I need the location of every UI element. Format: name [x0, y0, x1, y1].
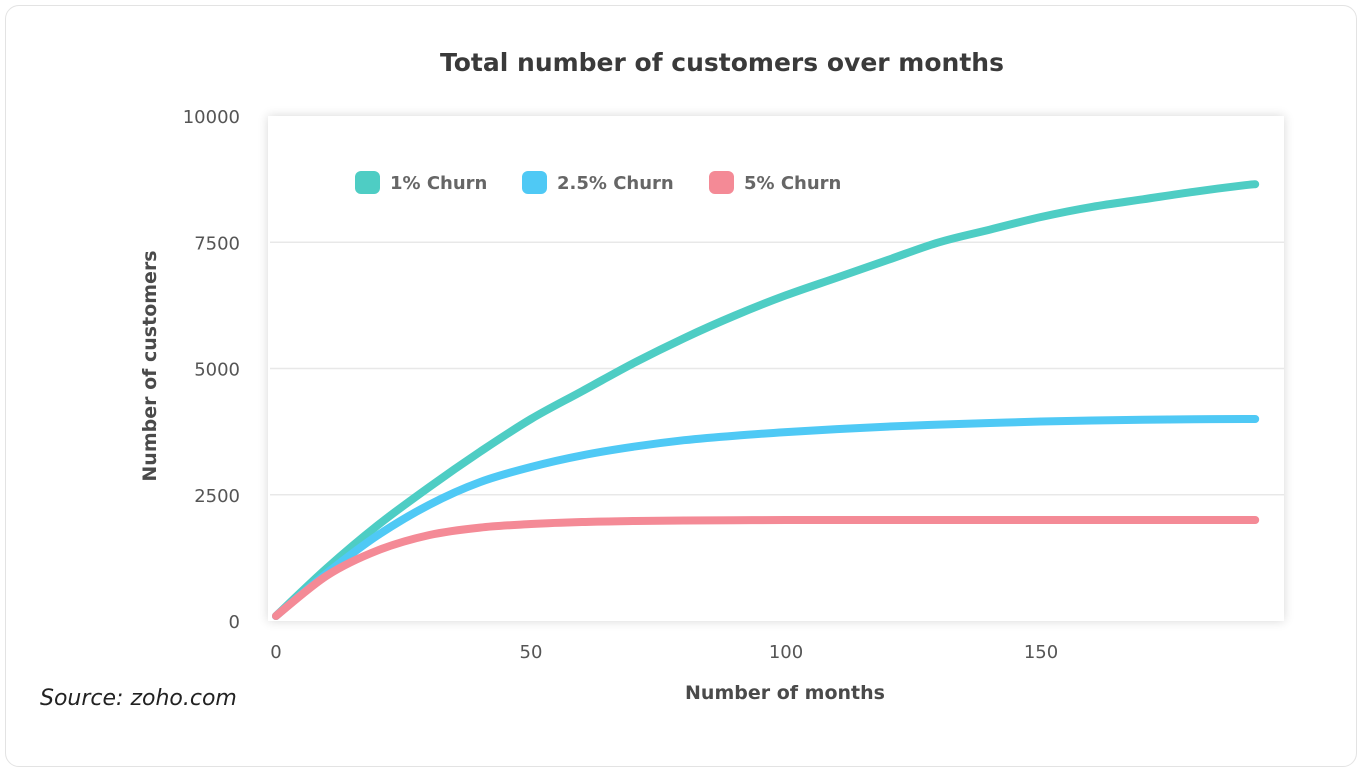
x-axis-label: Number of months: [685, 682, 885, 704]
y-axis-label: Number of customers: [139, 250, 161, 481]
y-tick-label: 2500: [194, 486, 240, 507]
legend-label-1-churn: 1% Churn: [390, 173, 487, 194]
y-tick-label: 7500: [194, 233, 240, 254]
source-note: Source: zoho.com: [40, 686, 237, 711]
y-tick-label: 0: [229, 612, 240, 633]
x-tick-label: 150: [1024, 642, 1058, 663]
x-tick-label: 100: [769, 642, 803, 663]
x-axis-ticks: 0 50 100 150: [270, 642, 1058, 663]
x-tick-label: 0: [270, 642, 281, 663]
y-tick-label: 5000: [194, 360, 240, 381]
x-tick-label: 50: [520, 642, 543, 663]
legend-swatch-5-churn: [709, 171, 734, 194]
legend-swatch-2-5-churn: [522, 171, 547, 194]
series-line-2-5-churn: [272, 415, 1260, 620]
y-tick-label: 10000: [183, 107, 240, 128]
legend-swatch-1-churn: [355, 171, 380, 194]
y-axis-ticks: 0 2500 5000 7500 10000: [183, 107, 240, 633]
grid-lines: [270, 241, 1284, 496]
series-line-1-churn: [272, 180, 1260, 620]
chart-title: Total number of customers over months: [440, 48, 1004, 77]
legend: 1% Churn 2.5% Churn 5% Churn: [355, 171, 841, 194]
legend-label-2-5-churn: 2.5% Churn: [557, 173, 674, 194]
series-lines: [272, 180, 1260, 620]
legend-label-5-churn: 5% Churn: [744, 173, 841, 194]
series-line-5-churn: [272, 516, 1260, 620]
